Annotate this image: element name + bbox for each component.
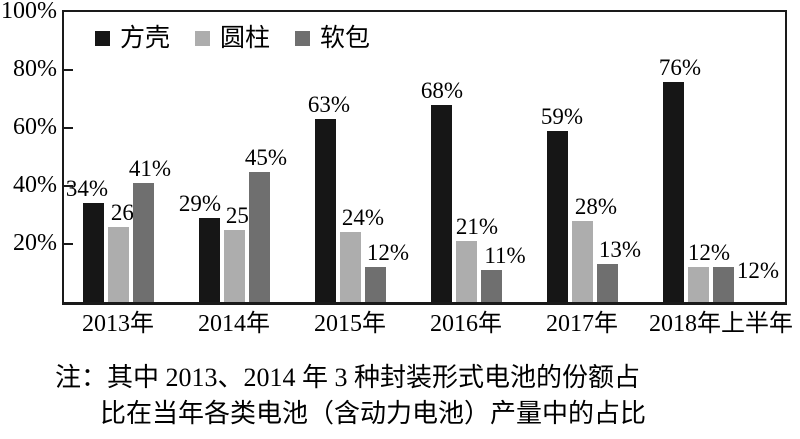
x-axis-label: 2017年 bbox=[546, 311, 618, 337]
bar-方壳-2016年 bbox=[430, 104, 452, 302]
legend-swatch-icon bbox=[95, 31, 110, 46]
bar-value-label: 12% bbox=[687, 240, 731, 266]
bar-value-label: 24% bbox=[341, 205, 385, 231]
bar-软包-2015年 bbox=[364, 267, 386, 302]
y-tick-mark bbox=[64, 69, 73, 71]
y-tick-mark bbox=[64, 185, 73, 187]
plot-area: 34%29%63%68%59%76%26%25%24%21%28%12%41%4… bbox=[62, 10, 787, 305]
bar-value-label: 29% bbox=[178, 190, 222, 216]
bar-value-label: 28% bbox=[574, 193, 618, 219]
legend-item-软包: 软包 bbox=[295, 26, 370, 51]
bar-方壳-2017年 bbox=[546, 130, 568, 302]
bar-value-label: 68% bbox=[420, 77, 464, 103]
bar-value-label: 34% bbox=[65, 176, 109, 202]
footnote-line-2: 比在当年各类电池（含动力电池）产量中的占比 bbox=[100, 399, 647, 428]
x-axis-label: 2013年 bbox=[82, 311, 154, 337]
legend-label: 圆柱 bbox=[220, 25, 271, 52]
bar-value-label: 76% bbox=[658, 54, 702, 80]
y-axis-label: 20% bbox=[13, 230, 57, 256]
bar-value-label: 13% bbox=[598, 237, 642, 263]
bar-圆柱-2016年 bbox=[455, 241, 477, 302]
bar-value-label: 41% bbox=[128, 156, 172, 182]
bar-软包-2016年 bbox=[480, 270, 502, 302]
bar-圆柱-2013年 bbox=[107, 226, 129, 302]
legend-label: 软包 bbox=[320, 25, 371, 52]
bar-方壳-2014年 bbox=[198, 217, 220, 302]
y-axis-label: 80% bbox=[13, 56, 57, 82]
legend-item-方壳: 方壳 bbox=[95, 26, 170, 51]
legend-label: 方壳 bbox=[120, 25, 171, 52]
bar-圆柱-2014年 bbox=[223, 229, 245, 302]
bar-软包-2013年 bbox=[132, 183, 154, 302]
bar-方壳-2018年上半年 bbox=[662, 81, 684, 302]
y-axis-label: 40% bbox=[13, 172, 57, 198]
bar-方壳-2013年 bbox=[82, 203, 104, 302]
x-axis-label: 2014年 bbox=[198, 311, 270, 337]
bar-value-label: 12% bbox=[736, 258, 780, 284]
legend-swatch-icon bbox=[295, 31, 311, 46]
footnote: 注：其中 2013、2014 年 3 种封装形式电池的份额占 比在当年各类电池（… bbox=[55, 360, 646, 432]
bar-value-label: 11% bbox=[484, 243, 526, 269]
bar-圆柱-2017年 bbox=[571, 220, 593, 302]
x-axis-label: 2016年 bbox=[430, 311, 502, 337]
y-axis-label: 100% bbox=[1, 0, 57, 24]
x-axis: 2013年 2014年 2015年 2016年 2017年 2018年上半年 bbox=[0, 310, 800, 342]
bar-圆柱-2015年 bbox=[339, 232, 361, 302]
legend-swatch-icon bbox=[195, 31, 211, 46]
bar-软包-2018年上半年 bbox=[712, 267, 734, 302]
bar-value-label: 45% bbox=[244, 144, 288, 170]
y-axis-label: 60% bbox=[13, 114, 57, 140]
bar-value-label: 59% bbox=[540, 103, 584, 129]
legend: 方壳 圆柱 软包 bbox=[95, 26, 395, 51]
y-tick-mark bbox=[64, 127, 73, 129]
bar-value-label: 63% bbox=[307, 92, 351, 118]
bar-圆柱-2018年上半年 bbox=[687, 267, 709, 302]
bar-方壳-2015年 bbox=[314, 119, 336, 302]
y-tick-mark bbox=[64, 243, 73, 245]
footnote-line-1: 注：其中 2013、2014 年 3 种封装形式电池的份额占 bbox=[55, 363, 641, 392]
bar-value-label: 21% bbox=[455, 214, 499, 240]
legend-item-圆柱: 圆柱 bbox=[195, 26, 270, 51]
x-axis-label: 2015年 bbox=[314, 311, 386, 337]
bar-软包-2017年 bbox=[596, 264, 618, 302]
bar-value-label: 12% bbox=[366, 240, 410, 266]
x-axis-label: 2018年上半年 bbox=[649, 311, 793, 337]
bar-软包-2014年 bbox=[248, 171, 270, 302]
